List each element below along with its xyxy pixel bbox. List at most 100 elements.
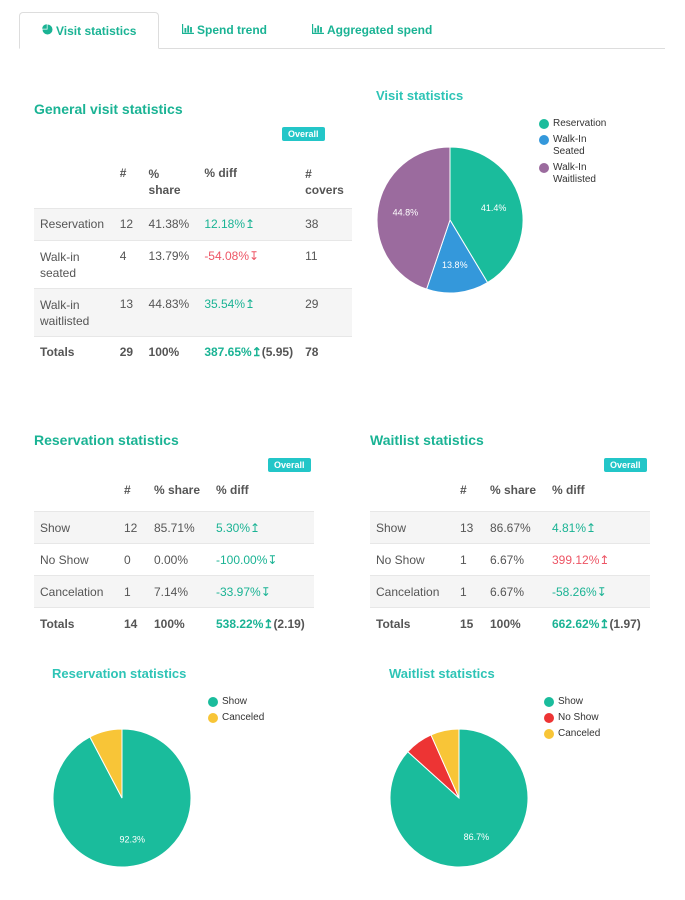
totals-row: Totals 14 100% 538.22%↥(2.19) [34,606,314,639]
row-covers: 29 [299,287,352,336]
reservation-chart-title: Reservation statistics [52,666,187,681]
row-share: 0.00% [148,542,210,575]
totals-diff: 662.62%↥(1.97) [546,606,650,639]
tab-label: Aggregated spend [327,23,433,37]
arrow-up-icon: ↥ [586,520,597,535]
col-header-diff: % diff [552,483,585,497]
row-diff: -58.26%↧ [546,574,650,607]
row-share: 7.14% [148,574,210,607]
bar-chart-icon [182,12,194,49]
totals-diff: 387.65%↥(5.95) [198,335,300,368]
arrow-down-icon: ↧ [249,248,260,263]
row-label: Reservation [34,207,114,240]
pie-chart-icon [42,13,53,50]
totals-count: 14 [118,606,148,639]
arrow-down-icon: ↧ [596,584,607,599]
table-row: Walk-in seated 4 13.79% -54.08%↧ 11 [34,239,352,288]
col-header-label [34,483,118,511]
overall-badge: Overall [282,127,325,141]
waitlist-statistics-pie: 86.7% [389,728,529,868]
pie-data-label: 13.8% [442,260,468,270]
legend-swatch [208,697,218,707]
visit-statistics-chart-title: Visit statistics [376,88,464,103]
row-diff: -33.97%↧ [210,574,314,607]
row-diff: 399.12%↥ [546,542,650,575]
pie-slice-canceled[interactable] [89,728,123,799]
legend-item-reservation: Reservation [539,118,629,130]
tab-spend-trend[interactable]: Spend trend [182,12,267,49]
totals-row: Totals 15 100% 662.62%↥(1.97) [370,606,650,639]
legend-item-show: Show [544,696,600,708]
tab-label: Spend trend [197,23,268,37]
arrow-up-icon: ↥ [599,552,610,567]
row-label: Cancelation [34,574,118,607]
pie-data-label: 86.7% [464,832,490,842]
row-count: 1 [454,542,484,575]
col-header-count: # [119,166,127,180]
row-covers: 11 [299,239,352,288]
totals-share: 100% [484,606,546,639]
tab-label: Visit statistics [56,24,137,38]
pie-slice-show[interactable] [52,728,192,868]
row-share: 6.67% [484,542,546,575]
row-count: 0 [118,542,148,575]
row-label: Show [34,510,118,543]
bar-chart-icon [312,12,324,49]
totals-diff: 538.22%↥(2.19) [210,606,314,639]
legend-swatch [544,697,554,707]
row-label: No Show [34,542,118,575]
table-row: Cancelation 1 7.14% -33.97%↧ [34,574,314,607]
legend-item-show: Show [208,696,264,708]
legend-item-walk-in-seated: Walk-In Seated [539,134,629,158]
table-row: Show 12 85.71% 5.30%↥ [34,510,314,543]
row-diff: -100.00%↧ [210,542,314,575]
table-row: Cancelation 1 6.67% -58.26%↧ [370,574,650,607]
table-row: Walk-in waitlisted 13 44.83% 35.54%↥ 29 [34,287,352,336]
legend-item-no-show: No Show [544,712,600,724]
legend-item-canceled: Canceled [208,712,264,724]
row-share: 41.38% [142,207,199,240]
overall-badge: Overall [604,458,647,472]
col-header-label [34,166,114,208]
row-diff: 5.30%↥ [210,510,314,543]
pie-data-label: 44.8% [393,208,419,218]
col-header-covers: # covers [305,167,344,197]
arrow-up-icon: ↥ [245,296,256,311]
reservation-table: # % share % diff Show 12 85.71% 5.30%↥ N… [34,483,314,639]
row-diff: 12.18%↥ [198,207,300,240]
pie-slice-canceled[interactable] [430,728,460,799]
row-count: 12 [113,207,143,240]
col-header-count: # [460,483,467,497]
overall-badge: Overall [268,458,311,472]
pie-slice-reservation[interactable] [449,146,524,284]
row-label: No Show [370,542,454,575]
pie-slice-walk-in-waitlisted[interactable] [376,146,451,290]
reservation-statistics-pie: 92.3% [52,728,192,868]
reservation-statistics-title: Reservation statistics [34,432,179,448]
pie-data-label: 92.3% [119,835,145,845]
row-count: 1 [454,574,484,607]
visit-statistics-pie: 41.4% 13.8% 44.8% [376,146,524,294]
col-header-label [370,483,454,511]
row-diff: 4.81%↥ [546,510,650,543]
general-visit-statistics-title: General visit statistics [34,101,183,117]
row-count: 13 [113,287,143,336]
arrow-up-icon: ↥ [251,344,262,359]
totals-label: Totals [370,606,454,639]
legend-item-canceled: Canceled [544,728,600,740]
col-header-count: # [124,483,131,497]
general-visit-table: # % share % diff # covers Reservation 12… [34,166,352,368]
col-header-diff: % diff [216,483,249,497]
pie-data-label: 41.4% [481,203,507,213]
legend-swatch [544,729,554,739]
legend-swatch [539,163,549,173]
visit-chart-legend: Reservation Walk-In Seated Walk-In Waitl… [539,118,629,190]
col-header-share: % share [154,483,201,497]
tab-aggregated-spend[interactable]: Aggregated spend [312,12,432,49]
tab-visit-statistics[interactable]: Visit statistics [19,12,160,50]
pie-slice-walk-in-seated[interactable] [425,218,489,294]
waitlist-statistics-title: Waitlist statistics [370,432,484,448]
table-row: Show 13 86.67% 4.81%↥ [370,510,650,543]
tab-bar: Visit statistics Spend trend Aggregated … [19,12,665,49]
row-label: Walk-in seated [34,239,114,288]
